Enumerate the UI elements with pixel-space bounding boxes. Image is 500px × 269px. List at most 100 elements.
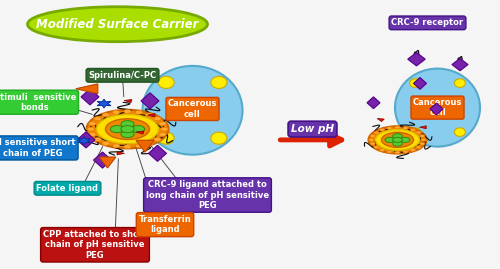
- Polygon shape: [148, 145, 166, 161]
- Circle shape: [154, 117, 161, 121]
- Text: Low pH: Low pH: [291, 124, 334, 134]
- Ellipse shape: [410, 79, 420, 87]
- Circle shape: [370, 134, 376, 137]
- Polygon shape: [367, 97, 380, 109]
- Text: Folate ligand: Folate ligand: [36, 184, 98, 193]
- Polygon shape: [99, 157, 116, 168]
- Text: Modified Surface Carrier: Modified Surface Carrier: [36, 18, 198, 31]
- Ellipse shape: [158, 132, 174, 144]
- Polygon shape: [377, 118, 384, 122]
- Circle shape: [416, 146, 421, 148]
- Circle shape: [369, 139, 374, 141]
- Circle shape: [392, 137, 402, 143]
- Circle shape: [102, 141, 110, 145]
- Circle shape: [420, 134, 425, 137]
- Circle shape: [374, 146, 379, 148]
- Circle shape: [102, 113, 110, 117]
- Circle shape: [420, 142, 425, 145]
- Polygon shape: [117, 152, 124, 155]
- Text: pH sensitive short
chain of PEG: pH sensitive short chain of PEG: [0, 138, 76, 158]
- Ellipse shape: [106, 119, 150, 140]
- Circle shape: [410, 148, 416, 151]
- Ellipse shape: [368, 126, 426, 154]
- Circle shape: [387, 150, 392, 153]
- Circle shape: [88, 133, 96, 137]
- Polygon shape: [81, 89, 99, 105]
- Polygon shape: [77, 132, 95, 148]
- Circle shape: [387, 127, 392, 129]
- Circle shape: [159, 122, 166, 126]
- Circle shape: [146, 113, 153, 117]
- Circle shape: [403, 150, 408, 153]
- Circle shape: [121, 130, 134, 138]
- Polygon shape: [430, 103, 443, 115]
- Circle shape: [135, 144, 142, 148]
- Circle shape: [112, 144, 120, 148]
- Text: CPP attached to short
chain of pH sensitive
PEG: CPP attached to short chain of pH sensit…: [43, 230, 147, 260]
- Circle shape: [132, 126, 144, 133]
- Polygon shape: [452, 58, 468, 71]
- Circle shape: [121, 121, 134, 128]
- Circle shape: [154, 137, 161, 141]
- Polygon shape: [141, 93, 159, 109]
- Ellipse shape: [158, 76, 174, 89]
- Circle shape: [403, 127, 408, 129]
- Polygon shape: [148, 114, 155, 117]
- Circle shape: [159, 133, 166, 137]
- Circle shape: [124, 145, 131, 149]
- Text: CRC-9 receptor: CRC-9 receptor: [392, 18, 464, 27]
- Circle shape: [112, 110, 120, 114]
- Polygon shape: [414, 77, 426, 89]
- Ellipse shape: [454, 79, 466, 87]
- Circle shape: [400, 137, 410, 143]
- Ellipse shape: [28, 7, 208, 42]
- Ellipse shape: [454, 128, 466, 136]
- Text: Stimuli  sensitive
bonds: Stimuli sensitive bonds: [0, 93, 76, 112]
- Circle shape: [380, 148, 385, 151]
- Circle shape: [146, 141, 153, 145]
- Circle shape: [374, 131, 379, 134]
- Ellipse shape: [96, 115, 158, 144]
- Circle shape: [160, 127, 168, 131]
- Polygon shape: [97, 99, 111, 108]
- Polygon shape: [408, 52, 425, 66]
- Text: Transferrin
ligand: Transferrin ligand: [138, 215, 192, 234]
- Polygon shape: [94, 152, 112, 168]
- Polygon shape: [420, 126, 426, 129]
- Ellipse shape: [376, 129, 420, 150]
- Circle shape: [421, 139, 426, 141]
- Circle shape: [110, 126, 124, 133]
- Circle shape: [380, 128, 385, 131]
- Polygon shape: [78, 137, 90, 145]
- Circle shape: [135, 110, 142, 114]
- Text: CRC-9 ligand attached to
long chain of pH sensitive
PEG: CRC-9 ligand attached to long chain of p…: [146, 180, 269, 210]
- Circle shape: [121, 126, 134, 133]
- Circle shape: [94, 137, 102, 141]
- Polygon shape: [76, 84, 98, 94]
- Circle shape: [395, 126, 400, 129]
- Circle shape: [94, 117, 102, 121]
- Ellipse shape: [382, 132, 414, 147]
- Circle shape: [416, 131, 421, 134]
- Ellipse shape: [410, 128, 420, 136]
- Text: Cancerous
cell: Cancerous cell: [413, 98, 462, 117]
- Polygon shape: [136, 140, 154, 152]
- Ellipse shape: [86, 110, 168, 148]
- Text: Cancerous
cell: Cancerous cell: [168, 99, 217, 119]
- Ellipse shape: [395, 69, 480, 147]
- Polygon shape: [136, 131, 144, 134]
- Circle shape: [392, 141, 402, 146]
- Circle shape: [370, 142, 376, 145]
- Circle shape: [124, 109, 131, 114]
- Circle shape: [392, 134, 402, 139]
- Circle shape: [87, 127, 94, 131]
- Circle shape: [385, 137, 394, 143]
- Polygon shape: [124, 100, 132, 103]
- Circle shape: [88, 122, 96, 126]
- Circle shape: [410, 128, 416, 131]
- Circle shape: [395, 151, 400, 154]
- Text: Spirulina/C-PC: Spirulina/C-PC: [88, 71, 156, 80]
- Ellipse shape: [211, 132, 227, 144]
- Ellipse shape: [142, 66, 242, 155]
- Ellipse shape: [211, 76, 227, 89]
